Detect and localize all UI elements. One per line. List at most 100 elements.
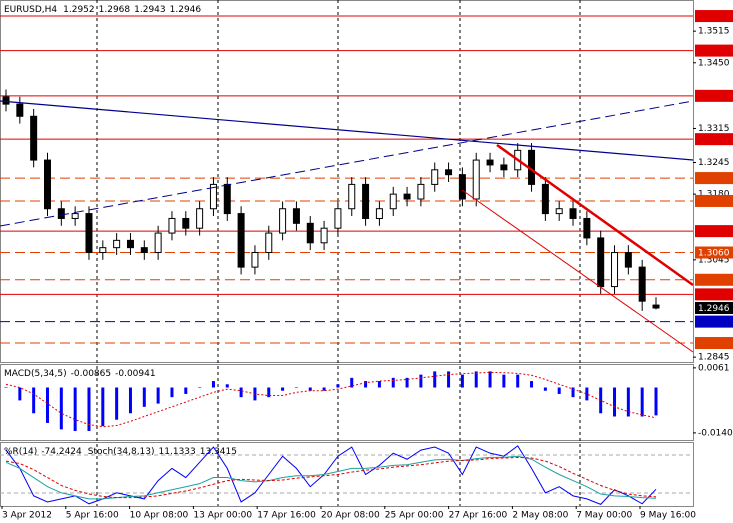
macd-bar — [101, 387, 105, 427]
level-box — [695, 225, 733, 238]
macd-bar — [225, 384, 229, 388]
level-box — [695, 172, 733, 185]
macd-bar — [184, 387, 188, 394]
legend-entry: Stoch(34,8,13) — [88, 447, 155, 457]
signal-value: -0.00941 — [115, 369, 155, 379]
current-price: 1.2946 — [698, 304, 730, 314]
candle-body — [71, 213, 79, 219]
macd-bar — [198, 387, 202, 389]
level-label — [695, 337, 733, 350]
candle-body — [472, 159, 480, 200]
macd-bar — [18, 387, 22, 401]
y-tick-label: 1.2845 — [698, 353, 730, 363]
macd-bar — [654, 387, 658, 416]
signal-line — [5, 371, 657, 428]
level-label — [695, 89, 733, 102]
x-tick-label: 7 May 00:00 — [576, 511, 632, 521]
macd-bar — [59, 387, 63, 430]
candle-body — [16, 103, 24, 117]
candle-body — [306, 222, 314, 244]
macd-bar — [419, 374, 423, 388]
macd-bar — [73, 387, 77, 431]
candle-body — [403, 193, 411, 200]
macd-bar — [350, 377, 354, 388]
level-label — [695, 273, 733, 286]
candle-body — [458, 174, 466, 200]
level-box — [695, 273, 733, 286]
macd-bar — [156, 387, 160, 404]
candle-body — [2, 96, 10, 105]
macd-bar — [294, 387, 298, 389]
level-label — [695, 288, 733, 301]
x-tick-label: 2 May 08:00 — [512, 511, 568, 521]
macd-bar — [405, 377, 409, 388]
macd-bar — [267, 387, 271, 398]
macd-bar — [502, 374, 506, 388]
ohlc-high: 1.2968 — [99, 5, 131, 15]
macd-bar — [336, 384, 340, 388]
level-box — [695, 246, 733, 259]
level-label — [695, 194, 733, 207]
y-tick-label: 1.3450 — [698, 58, 730, 68]
labels: 1.3515 1.3450 1.3315 1.3245 1.3180 1.3045 1.28… — [1, 10, 733, 521]
levels — [0, 15, 693, 344]
candle-body — [237, 213, 245, 268]
macd-bar — [87, 387, 91, 431]
candle-body — [417, 183, 425, 200]
candle-body — [292, 208, 300, 224]
trend-line — [0, 100, 694, 227]
candle-body — [85, 213, 93, 254]
stoch-header: %R(14) -74.2424 Stoch(34,8,13) 11.1333 13.34… — [4, 447, 237, 457]
candle-body — [583, 217, 591, 239]
level-label — [695, 133, 733, 146]
ohlc-low: 1.2943 — [134, 5, 166, 15]
candle-body — [140, 247, 148, 254]
macd-bar — [239, 387, 243, 398]
legend-entry: %R(14) — [4, 447, 37, 457]
ohlc-open: 1.2952 — [63, 5, 95, 15]
macd-bar — [4, 387, 8, 389]
macd-bar — [128, 387, 132, 414]
candle-body — [196, 208, 204, 229]
level-label: 1.3060 — [695, 246, 733, 259]
indicator-line — [5, 445, 657, 505]
candle-body — [223, 183, 231, 215]
macd-bar — [543, 387, 547, 391]
y-tick-label: -0.01409 — [698, 428, 733, 438]
macd-bar — [613, 387, 617, 417]
wr-value: -74.2424 — [41, 447, 82, 457]
candle-body — [168, 217, 176, 234]
candle-body — [445, 169, 453, 176]
candle-body — [624, 252, 632, 268]
stoch-value: 11.1333 — [159, 447, 196, 457]
macd-bar — [530, 381, 534, 388]
x-tick-label: 17 Apr 16:00 — [257, 511, 316, 521]
x-tick-label: 5 Apr 16:00 — [66, 511, 119, 521]
candle-body — [375, 208, 383, 219]
trend-lines — [0, 100, 694, 353]
macd-bar — [308, 387, 312, 391]
macd-bar — [516, 374, 520, 388]
indicator-line — [5, 456, 657, 499]
macd-value: -0.00865 — [71, 369, 111, 379]
y-tick-label: 1.3045 — [698, 255, 730, 265]
candle-body — [348, 183, 356, 210]
x-tick-label: 10 Apr 08:00 — [130, 511, 189, 521]
level-label — [695, 172, 733, 185]
candle-body — [113, 239, 121, 249]
panel-frames — [0, 0, 694, 507]
macd-bar — [170, 387, 174, 398]
x-tick-label: 3 Apr 2012 — [2, 511, 52, 521]
x-tick-label: 9 May 16:00 — [640, 511, 696, 521]
macd-bar — [585, 387, 589, 401]
level-box — [695, 337, 733, 350]
macd-bar — [281, 387, 285, 391]
price-box — [695, 301, 733, 314]
macd-bar — [488, 371, 492, 388]
candle-body — [209, 183, 217, 210]
candle-body — [541, 183, 549, 215]
candle-body — [431, 169, 439, 185]
macd-bar — [474, 371, 478, 388]
candle-body — [555, 208, 563, 215]
